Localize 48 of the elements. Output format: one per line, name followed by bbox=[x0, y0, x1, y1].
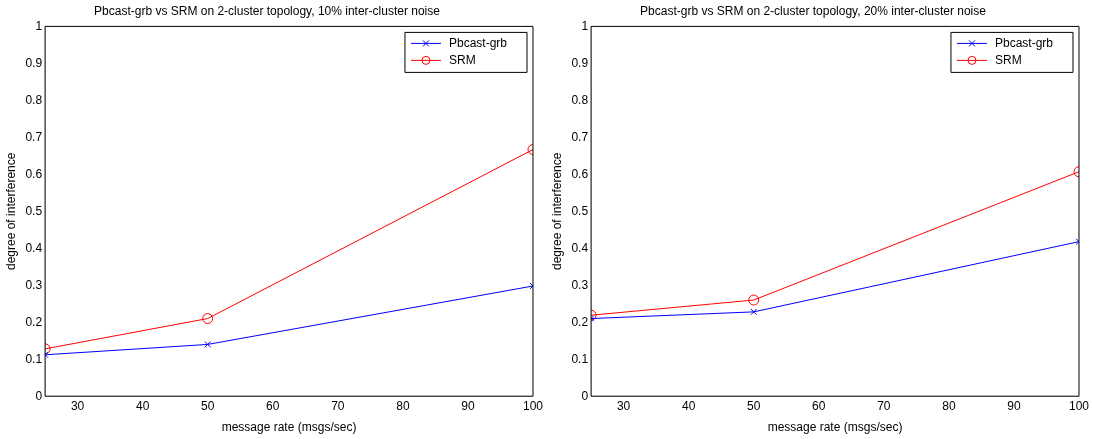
y-tick-label: 0.6 bbox=[25, 166, 43, 181]
x-tick-label: 80 bbox=[942, 398, 956, 413]
y-tick-label: 0.4 bbox=[571, 240, 589, 255]
legend-label: SRM bbox=[448, 52, 476, 67]
y-tick-label: 0.2 bbox=[25, 314, 43, 329]
y-tick-label: 0 bbox=[581, 388, 589, 403]
y-axis-title: degree of interference bbox=[3, 152, 18, 271]
x-tick-label: 90 bbox=[1007, 398, 1021, 413]
x-tick-label: 60 bbox=[266, 398, 280, 413]
legend-label: SRM bbox=[994, 52, 1022, 67]
chart-title: Pbcast-grb vs SRM on 2-cluster topology, 20% inter-cluster noise bbox=[640, 3, 987, 18]
y-tick-label: 0 bbox=[35, 388, 43, 403]
x-tick-label: 100 bbox=[1068, 398, 1090, 413]
legend-label: Pbcast-grb bbox=[994, 35, 1054, 50]
y-tick-label: 0.6 bbox=[571, 166, 589, 181]
y-tick-label: 0.8 bbox=[571, 92, 589, 107]
x-tick-label: 100 bbox=[522, 398, 544, 413]
y-tick-label: 1 bbox=[581, 18, 589, 33]
chart-title: Pbcast-grb vs SRM on 2-cluster topology, 10% inter-cluster noise bbox=[94, 3, 441, 18]
x-tick-label: 40 bbox=[681, 398, 696, 413]
y-tick-label: 0.5 bbox=[25, 203, 43, 218]
y-tick-label: 0.3 bbox=[25, 277, 43, 292]
x-axis-title: message rate (msgs/sec) bbox=[767, 420, 903, 435]
y-axis-title: degree of interference bbox=[549, 152, 564, 271]
y-tick-label: 1 bbox=[35, 18, 43, 33]
x-tick-label: 60 bbox=[812, 398, 826, 413]
y-tick-label: 0.7 bbox=[571, 129, 589, 144]
x-tick-label: 50 bbox=[201, 398, 215, 413]
x-tick-label: 70 bbox=[331, 398, 345, 413]
y-tick-label: 0.9 bbox=[25, 55, 43, 70]
y-tick-label: 0.8 bbox=[25, 92, 43, 107]
y-tick-label: 0.1 bbox=[571, 351, 589, 366]
x-tick-label: 40 bbox=[135, 398, 150, 413]
x-tick-label: 30 bbox=[70, 398, 85, 413]
y-tick-label: 0.4 bbox=[25, 240, 43, 255]
y-tick-label: 0.3 bbox=[571, 277, 589, 292]
x-tick-label: 30 bbox=[616, 398, 631, 413]
x-tick-label: 70 bbox=[877, 398, 891, 413]
y-tick-label: 0.9 bbox=[571, 55, 589, 70]
y-tick-label: 0.5 bbox=[571, 203, 589, 218]
x-tick-label: 80 bbox=[396, 398, 410, 413]
y-tick-label: 0.7 bbox=[25, 129, 43, 144]
y-tick-label: 0.1 bbox=[25, 351, 43, 366]
y-tick-label: 0.2 bbox=[571, 314, 589, 329]
x-axis-title: message rate (msgs/sec) bbox=[221, 420, 357, 435]
legend-label: Pbcast-grb bbox=[448, 35, 508, 50]
x-tick-label: 90 bbox=[461, 398, 475, 413]
x-tick-label: 50 bbox=[747, 398, 761, 413]
